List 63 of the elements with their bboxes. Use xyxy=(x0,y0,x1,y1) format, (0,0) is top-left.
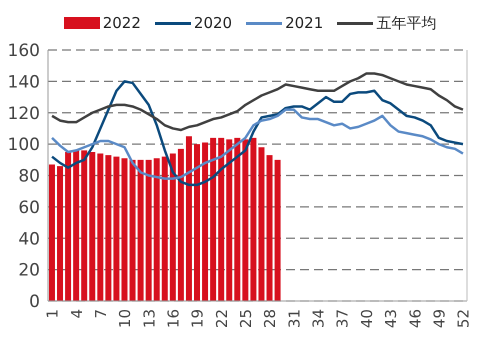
y-tick-label: 160 xyxy=(8,41,40,62)
x-tick-label: 31 xyxy=(285,309,304,328)
y-tick-label: 140 xyxy=(8,72,40,92)
bar xyxy=(266,155,273,301)
bar xyxy=(81,150,88,301)
x-tick-label: 13 xyxy=(140,309,158,328)
bar xyxy=(242,139,248,301)
x-tick-label: 19 xyxy=(188,309,207,328)
x-tick-label: 4 xyxy=(68,309,86,319)
bar xyxy=(258,147,264,301)
legend-label: 2021 xyxy=(285,14,324,32)
bar xyxy=(250,138,256,301)
x-tick-label: 46 xyxy=(406,309,424,328)
bar xyxy=(48,164,55,301)
x-tick-label: 52 xyxy=(454,309,473,328)
y-tick-label: 100 xyxy=(8,135,40,156)
y-tick-label: 60 xyxy=(18,198,40,218)
line-series xyxy=(50,80,464,186)
bar xyxy=(113,156,120,301)
y-tick-label: 20 xyxy=(18,260,40,281)
bar xyxy=(234,138,240,301)
x-tick-label: 49 xyxy=(430,309,448,328)
bar xyxy=(274,160,281,301)
x-tick-label: 16 xyxy=(164,309,183,328)
y-tick-label: 0 xyxy=(29,292,40,312)
x-tick-label: 28 xyxy=(261,309,280,328)
y-tick-label: 80 xyxy=(18,166,40,187)
bar xyxy=(57,166,64,301)
bar xyxy=(146,160,152,301)
bar xyxy=(73,150,80,301)
x-tick-label: 25 xyxy=(237,309,256,328)
x-tick-label: 1 xyxy=(44,309,62,319)
bar xyxy=(226,139,232,301)
bar xyxy=(178,148,184,301)
x-tick-label: 34 xyxy=(310,309,328,328)
x-tick-label: 10 xyxy=(116,309,134,328)
bar xyxy=(65,152,72,301)
bar xyxy=(210,138,216,301)
bar xyxy=(89,152,96,301)
bar xyxy=(170,154,176,301)
bar xyxy=(105,155,112,301)
bar xyxy=(162,156,168,301)
legend-label: 2022 xyxy=(102,14,141,32)
line-series xyxy=(50,108,464,180)
bar xyxy=(97,154,104,301)
y-tick-label: 120 xyxy=(8,104,40,124)
legend-label: 五年平均 xyxy=(376,14,436,32)
bar xyxy=(154,158,160,301)
line-series xyxy=(50,72,464,132)
bar xyxy=(202,142,208,301)
bar xyxy=(194,144,200,301)
bar xyxy=(218,138,224,301)
x-tick-label: 22 xyxy=(212,309,231,328)
x-tick-label: 7 xyxy=(92,309,110,319)
bar xyxy=(121,158,128,301)
bar xyxy=(130,160,136,301)
x-tick-label: 40 xyxy=(358,309,376,328)
x-tick-label: 43 xyxy=(382,309,400,328)
bar xyxy=(138,160,144,301)
legend-label: 2020 xyxy=(194,14,232,32)
bar xyxy=(186,136,192,301)
y-tick-label: 40 xyxy=(18,229,40,250)
x-tick-label: 37 xyxy=(334,309,352,328)
